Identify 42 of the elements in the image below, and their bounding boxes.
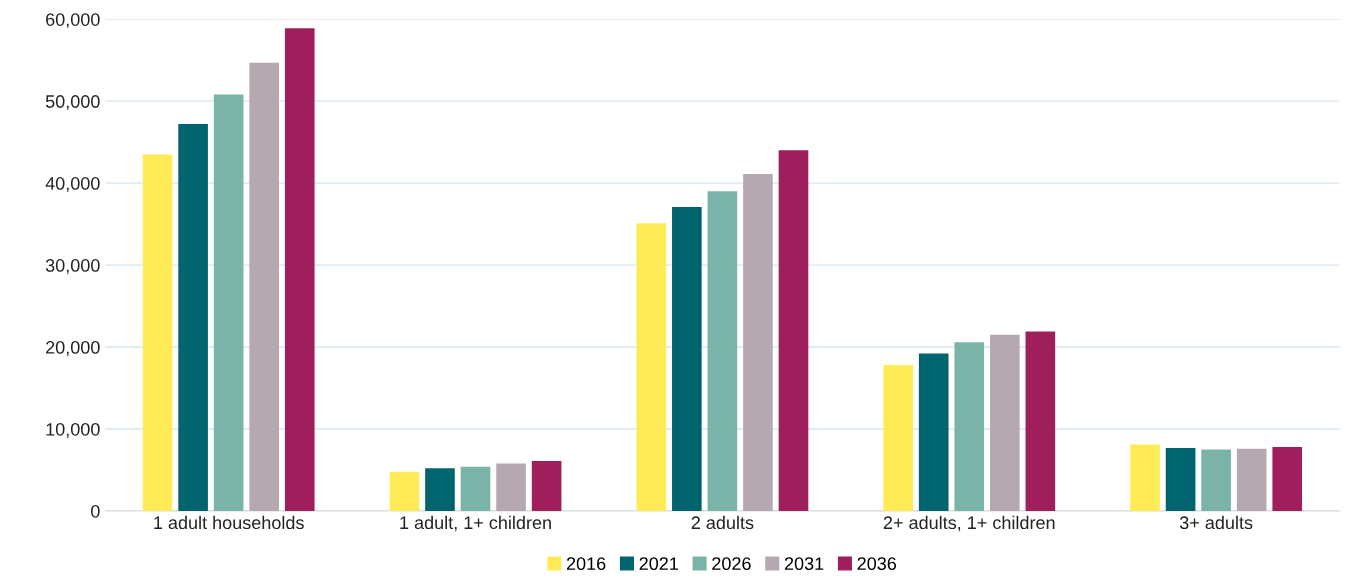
bar: [1165, 447, 1196, 511]
bar: [249, 62, 280, 511]
bar: [389, 471, 420, 511]
bar: [1272, 447, 1303, 511]
bar: [954, 342, 985, 511]
x-tick-label: 2 adults: [691, 515, 754, 530]
bar: [1025, 331, 1056, 511]
y-tick-label: 50,000: [45, 95, 100, 111]
bar: [460, 466, 491, 511]
bar: [142, 154, 173, 511]
bar: [707, 191, 738, 511]
bar: [989, 334, 1020, 511]
legend-label: 2036: [857, 557, 897, 571]
bar: [1201, 449, 1231, 511]
bar: [743, 174, 773, 511]
x-tick-label: 3+ adults: [1179, 515, 1253, 530]
x-tick-label: 1 adult households: [154, 515, 304, 530]
bar: [883, 365, 913, 511]
y-tick-label: 30,000: [45, 259, 100, 274]
bar: [213, 94, 244, 511]
bar: [636, 223, 667, 511]
bar: [496, 463, 526, 511]
y-tick-label: 10,000: [46, 422, 100, 438]
y-tick-label: 20,000: [46, 341, 100, 356]
x-tick-label: 1 adult, 1+ children: [400, 515, 551, 532]
legend-label: 2016: [566, 557, 606, 571]
legend-label: 2031: [784, 557, 824, 571]
legend-label: 2026: [712, 557, 751, 571]
bar: [531, 461, 562, 511]
bar: [178, 124, 208, 511]
bar: [672, 206, 702, 511]
bar: [1130, 444, 1160, 511]
y-tick-label: 40,000: [45, 177, 100, 192]
legend-label: 2021: [639, 557, 678, 571]
bar: [918, 353, 949, 511]
y-tick-label: 0: [91, 504, 100, 518]
bar: [425, 468, 455, 511]
bar: [778, 150, 809, 511]
y-tick-label: 60,000: [46, 13, 100, 29]
bar: [284, 28, 315, 511]
bar: [1236, 448, 1267, 511]
x-tick-label: 2+ adults, 1+ children: [883, 515, 1055, 532]
